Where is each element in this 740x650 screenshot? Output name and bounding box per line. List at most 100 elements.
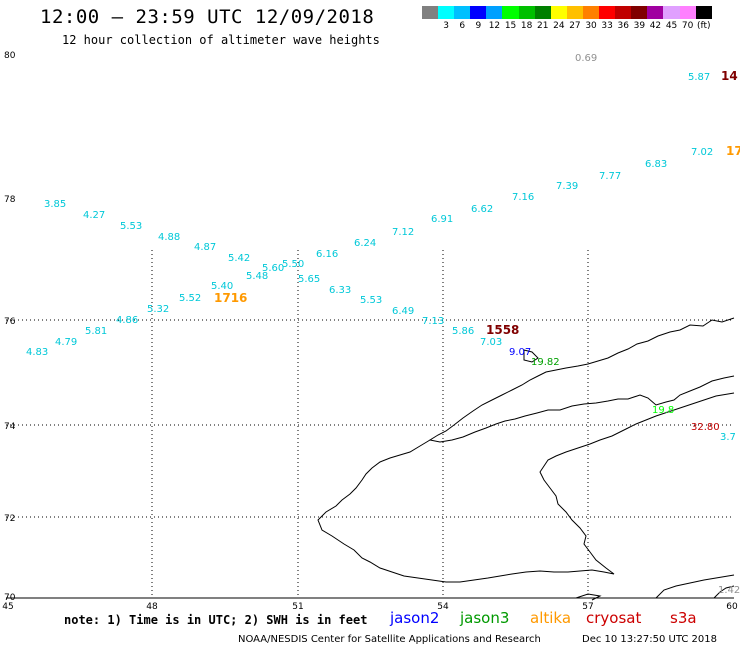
- obs-label: 0.69: [575, 53, 597, 64]
- page-subtitle: 12 hour collection of altimeter wave hei…: [62, 33, 380, 47]
- satellite-label-jason3: jason3: [460, 609, 510, 627]
- obs-label: 6.24: [354, 238, 376, 249]
- legend-swatch: [422, 6, 439, 19]
- legend-label: 30: [585, 21, 597, 31]
- obs-label: 7.03: [480, 337, 502, 348]
- obs-label: 5.32: [147, 304, 169, 315]
- coastline-islet-2: [575, 593, 602, 601]
- legend-label: 9: [475, 21, 482, 31]
- obs-label: 7.13: [422, 316, 444, 327]
- legend-swatch: [599, 6, 616, 19]
- coastline-islet-1: [523, 349, 539, 363]
- obs-label: 5.52: [179, 293, 201, 304]
- obs-label: 6.83: [645, 159, 667, 170]
- lon-label-60: 60: [726, 602, 738, 612]
- satellite-label-cryosat: cryosat: [586, 609, 642, 627]
- obs-label: 6.33: [329, 285, 351, 296]
- lat-label-70: 70: [4, 593, 16, 603]
- obs-label: 1716: [214, 291, 247, 305]
- lat-label-76: 76: [4, 317, 16, 327]
- obs-label: 19.82: [531, 357, 560, 368]
- obs-label: 5.40: [211, 281, 233, 292]
- obs-label: 7.39: [556, 181, 578, 192]
- legend-label: 21: [537, 21, 549, 31]
- obs-label: 5.81: [85, 326, 107, 337]
- satellite-label-s3a: s3a: [670, 609, 697, 627]
- obs-label: 1558: [486, 323, 519, 337]
- legend-label: 3: [443, 21, 450, 31]
- legend-swatch: [502, 6, 519, 19]
- obs-label: 4.87: [194, 242, 216, 253]
- legend-swatch: [615, 6, 632, 19]
- legend-swatch: [663, 6, 680, 19]
- coastline-mainland: [713, 585, 735, 599]
- page-title: 12:00 – 23:59 UTC 12/09/2018: [40, 6, 375, 28]
- legend-swatch: [631, 6, 648, 19]
- satellite-label-altika: altika: [530, 609, 572, 627]
- obs-label: 5.53: [120, 221, 142, 232]
- obs-label: 4.27: [83, 210, 105, 221]
- legend-swatch: [582, 6, 600, 19]
- obs-label: 5.50: [282, 259, 304, 270]
- legend-swatch: [486, 6, 503, 19]
- obs-label: 3.7: [720, 432, 736, 443]
- legend-swatch: [518, 6, 535, 19]
- legend-label: 36: [617, 21, 629, 31]
- wave-height-observations: 0.69 5.87 14 7.02 17 6.83 7.77 7.39 7.16…: [26, 53, 740, 596]
- legend-swatch: [679, 6, 696, 19]
- obs-label: 17: [726, 144, 740, 158]
- obs-label: 3.85: [44, 199, 66, 210]
- legend-swatch: [438, 6, 455, 19]
- obs-label: 9.07: [509, 347, 531, 358]
- legend-swatch: [470, 6, 487, 19]
- legend-label: 45: [665, 21, 678, 31]
- lat-label-74: 74: [4, 422, 16, 432]
- obs-label: 5.87: [688, 72, 710, 83]
- obs-label: 5.53: [360, 295, 382, 306]
- lat-label-72: 72: [4, 514, 15, 524]
- obs-label: 14: [721, 69, 738, 83]
- obs-label: 5.60: [262, 263, 284, 274]
- obs-label: 7.12: [392, 227, 414, 238]
- obs-label: 6.16: [316, 249, 338, 260]
- obs-label: 7.16: [512, 192, 534, 203]
- obs-label: 5.65: [298, 274, 320, 285]
- legend-swatch: [566, 6, 583, 19]
- obs-label: 5.86: [452, 326, 474, 337]
- obs-label: 4.79: [55, 337, 77, 348]
- lat-label-80: 80: [4, 51, 16, 61]
- footer-note: note: 1) Time is in UTC; 2) SWH is in fe…: [64, 613, 368, 627]
- legend-label: 39: [633, 21, 646, 31]
- footer-credit: NOAA/NESDIS Center for Satellite Applica…: [238, 634, 541, 645]
- obs-label: 6.91: [431, 214, 453, 225]
- legend-swatch: [695, 6, 712, 19]
- satellite-label-jason2: jason2: [390, 609, 440, 627]
- footer-timestamp: Dec 10 13:27:50 UTC 2018: [582, 634, 717, 645]
- legend-labels: 3 6 9 12 15 18 21 24 27 30 33 36 39 42 45 70 (ft): [422, 19, 712, 33]
- coastline-north-island: [428, 317, 735, 443]
- obs-label: 6.49: [392, 306, 414, 317]
- lon-label-54: 54: [437, 602, 449, 612]
- obs-label: 4.88: [158, 232, 180, 243]
- lon-label-57: 57: [582, 602, 593, 612]
- legend-label: 42: [649, 21, 662, 31]
- legend-label: 27: [569, 21, 581, 31]
- legend-unit-label: (ft): [696, 21, 711, 31]
- color-legend: 3 6 9 12 15 18 21 24 27 30 33 36 39 42 45 70 (ft): [422, 6, 712, 33]
- legend-label: 15: [504, 21, 517, 31]
- legend-label: 33: [601, 21, 613, 31]
- lon-label-51: 51: [292, 602, 303, 612]
- legend-swatch: [647, 6, 664, 19]
- lon-label-45: 45: [2, 602, 13, 612]
- lat-labels: 80 78 76 74 72 70: [4, 51, 16, 603]
- obs-label: 19.8: [652, 405, 674, 416]
- obs-label: 1.42: [718, 585, 740, 596]
- obs-label: 7.02: [691, 147, 713, 158]
- legend-label: 70: [681, 21, 694, 31]
- legend-label: 6: [459, 21, 466, 31]
- coastline-south-island: [317, 392, 735, 583]
- obs-label: 5.48: [246, 271, 268, 282]
- coastline-vaygach: [655, 574, 735, 599]
- legend-swatch: [534, 6, 551, 19]
